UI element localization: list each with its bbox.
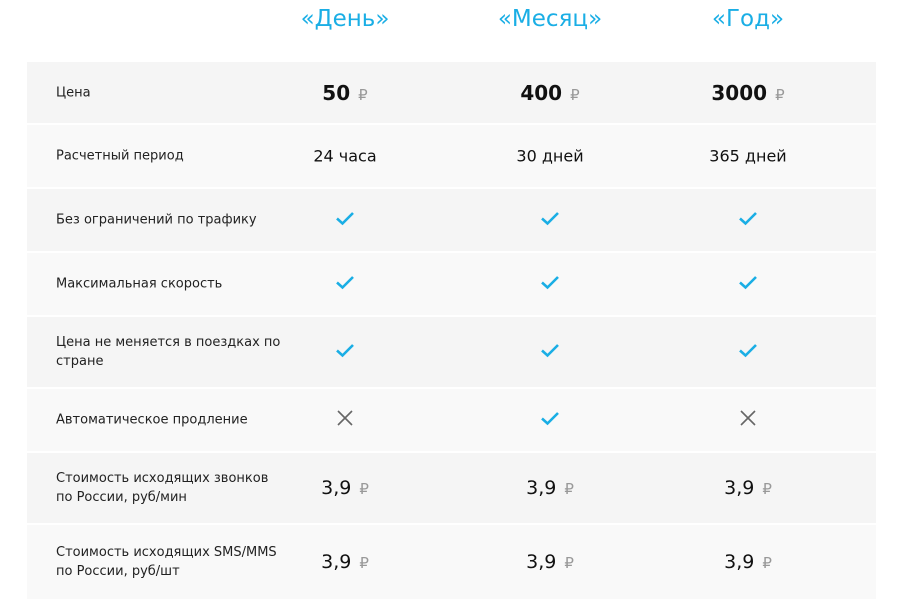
ruble-sign: ₽ [359, 554, 369, 572]
check-icon [336, 275, 354, 294]
check-icon [739, 275, 757, 294]
row-label: Стоимость исходящих звонков по России, р… [56, 471, 269, 505]
value-text: 3,9 [526, 551, 557, 573]
cell-value: 400 ₽ [520, 81, 579, 105]
cell-value: 365 дней [709, 147, 786, 166]
tariff-comparison-table: Цена 50 ₽400 ₽3000 ₽ Расчетный период 24 часа 3… [27, 62, 876, 601]
check-icon [541, 343, 559, 362]
check-icon [336, 343, 354, 362]
value-text: 3,9 [321, 551, 352, 573]
value-text: 24 часа [313, 146, 377, 166]
ruble-sign: ₽ [775, 85, 785, 104]
plan-title-month: «Месяц» [497, 6, 603, 32]
cell-value: 3,9 ₽ [724, 551, 772, 573]
row-label: Максимальная скорость [56, 276, 223, 292]
check-icon [739, 211, 757, 230]
cross-icon [337, 410, 353, 430]
check-icon [739, 343, 757, 362]
table-row: Расчетный период 24 часа 30 дней 365 дней [27, 125, 876, 187]
table-row: Цена 50 ₽400 ₽3000 ₽ [27, 62, 876, 123]
ruble-sign: ₽ [564, 480, 574, 498]
table-row: Цена не меняется в поездках по стране [27, 317, 876, 387]
table-row: Стоимость исходящих SMS/MMS по России, р… [27, 525, 876, 599]
value-text: 30 дней [516, 146, 584, 166]
cell-value: 24 часа [313, 147, 376, 166]
value-text: 365 дней [709, 146, 787, 166]
row-label: Стоимость исходящих SMS/MMS по России, р… [56, 545, 277, 579]
cross-icon [740, 410, 756, 430]
row-label: Цена [56, 85, 91, 100]
value-text: 400 [520, 80, 563, 105]
table-row: Стоимость исходящих звонков по России, р… [27, 453, 876, 523]
cell-value: 3,9 ₽ [526, 551, 574, 573]
value-text: 3000 [711, 80, 768, 105]
table-row: Максимальная скорость [27, 253, 876, 315]
table-row: Автоматическое продление [27, 389, 876, 451]
check-icon [541, 275, 559, 294]
value-text: 3,9 [321, 477, 352, 499]
ruble-sign: ₽ [762, 480, 772, 498]
row-label: Цена не меняется в поездках по стране [56, 335, 281, 369]
check-icon [541, 411, 559, 430]
row-label: Без ограничений по трафику [56, 212, 257, 228]
value-text: 3,9 [724, 551, 755, 573]
check-icon [541, 211, 559, 230]
cell-value: 3000 ₽ [711, 81, 784, 105]
cell-value: 3,9 ₽ [321, 551, 369, 573]
value-text: 50 [322, 80, 351, 105]
ruble-sign: ₽ [359, 480, 369, 498]
ruble-sign: ₽ [762, 554, 772, 572]
ruble-sign: ₽ [358, 85, 368, 104]
ruble-sign: ₽ [570, 85, 580, 104]
cell-value: 3,9 ₽ [724, 477, 772, 499]
plan-title-year: «Год» [711, 6, 785, 32]
value-text: 3,9 [724, 477, 755, 499]
cell-value: 30 дней [516, 147, 583, 166]
cell-value: 3,9 ₽ [526, 477, 574, 499]
plan-title-day: «День» [300, 6, 390, 32]
row-label: Расчетный период [56, 148, 184, 164]
cell-value: 3,9 ₽ [321, 477, 369, 499]
value-text: 3,9 [526, 477, 557, 499]
row-label: Автоматическое продление [56, 412, 248, 428]
check-icon [336, 211, 354, 230]
ruble-sign: ₽ [564, 554, 574, 572]
table-row: Без ограничений по трафику [27, 189, 876, 251]
cell-value: 50 ₽ [322, 81, 367, 105]
